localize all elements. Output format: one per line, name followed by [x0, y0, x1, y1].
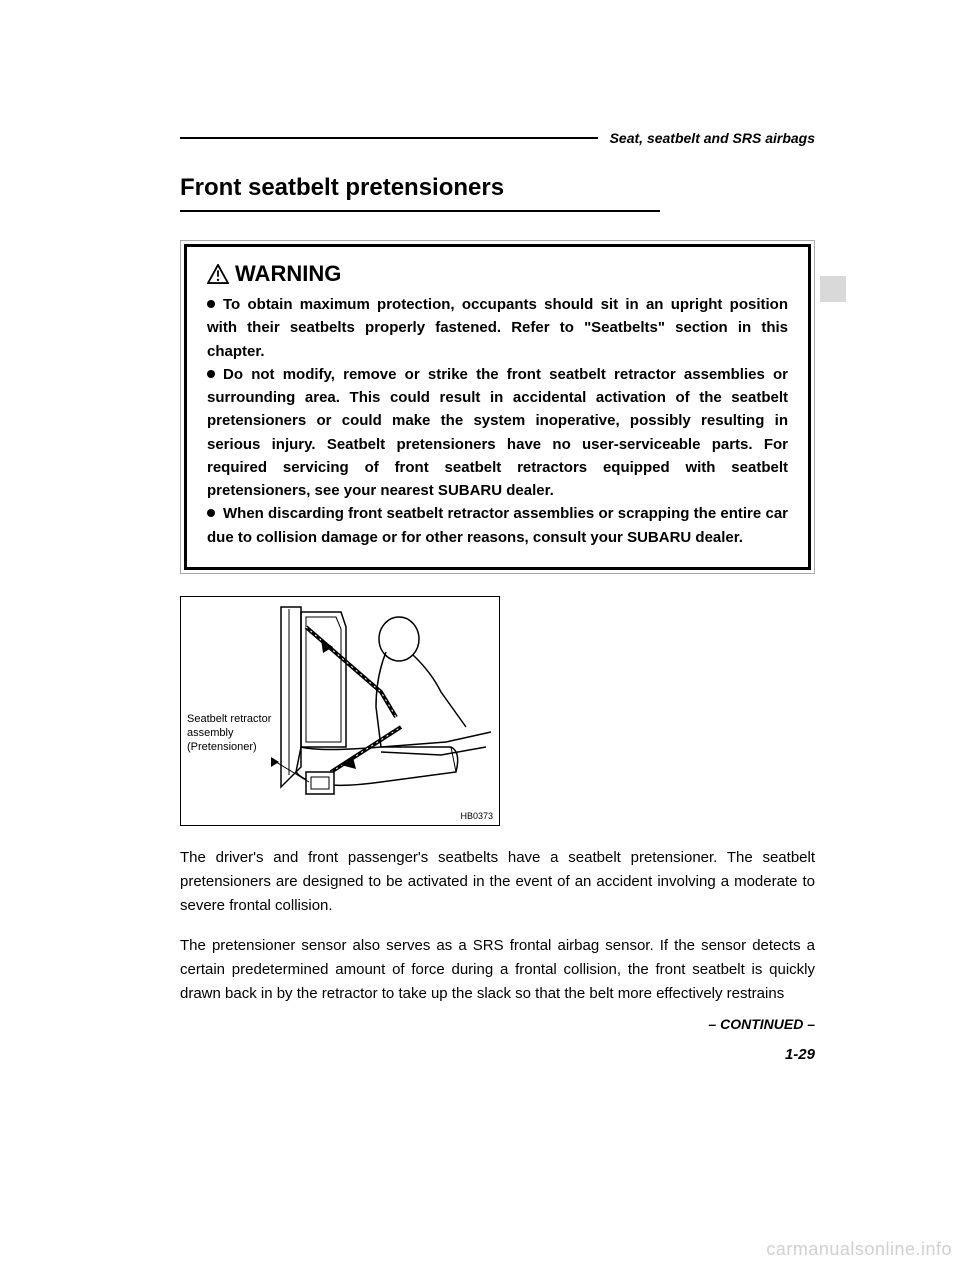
watermark: carmanualsonline.info [766, 1239, 952, 1260]
warning-bullet-2: Do not modify, remove or strike the fron… [207, 366, 788, 499]
figure-label-line3: (Pretensioner) [187, 741, 257, 753]
header-line: Seat, seatbelt and SRS airbags [180, 130, 815, 146]
warning-box: WARNING To obtain maximum protection, oc… [180, 240, 815, 574]
section-rule [180, 210, 660, 212]
continued-label: – CONTINUED – [180, 1016, 815, 1032]
bullet-icon [207, 300, 215, 308]
manual-page: Seat, seatbelt and SRS airbags Front sea… [0, 0, 960, 1123]
warning-text: To obtain maximum protection, occupants … [207, 293, 788, 549]
page-number: 1-29 [180, 1046, 815, 1063]
bullet-icon [207, 370, 215, 378]
bullet-icon [207, 509, 215, 517]
warning-heading: WARNING [207, 261, 788, 287]
body-paragraph-1: The driver's and front passenger's seatb… [180, 846, 815, 918]
figure-code: HB0373 [460, 811, 493, 821]
warning-triangle-icon [207, 264, 229, 284]
warning-box-inner: WARNING To obtain maximum protection, oc… [184, 244, 811, 570]
body-paragraph-2: The pretensioner sensor also serves as a… [180, 934, 815, 1006]
chapter-title: Seat, seatbelt and SRS airbags [598, 130, 815, 146]
header-rule [180, 137, 598, 139]
figure-label: Seatbelt retractor assembly (Pretensione… [187, 712, 271, 755]
section-title: Front seatbelt pretensioners [180, 174, 815, 202]
figure-seatbelt-pretensioner: Seatbelt retractor assembly (Pretensione… [180, 596, 500, 826]
warning-bullet-3: When discarding front seatbelt retractor… [207, 505, 788, 545]
warning-bullet-1: To obtain maximum protection, occupants … [207, 296, 788, 360]
warning-heading-text: WARNING [235, 261, 341, 287]
figure-label-line2: assembly [187, 727, 233, 739]
figure-label-line1: Seatbelt retractor [187, 713, 271, 725]
